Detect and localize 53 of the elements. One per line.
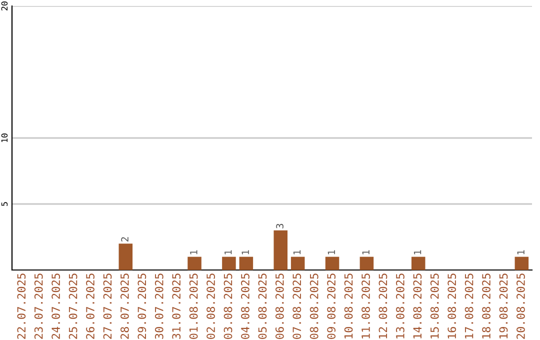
x-tick-label: 06.08.2025 (275, 274, 284, 339)
x-tick-label: 24.07.2025 (52, 274, 60, 339)
x-tick-label: 02.08.2025 (206, 274, 215, 339)
data-label: 1 (293, 250, 301, 254)
data-label: 1 (224, 250, 232, 254)
x-tick-label: 08.08.2025 (310, 274, 318, 339)
x-tick-label: 15.08.2025 (430, 274, 439, 338)
x-tick-label: 20.08.2025 (516, 274, 525, 339)
x-tick-label: 28.07.2025 (120, 274, 129, 339)
data-label: 1 (517, 250, 524, 254)
x-tick-label: 11.08.2025 (362, 274, 370, 338)
bar (514, 256, 529, 270)
bar (360, 256, 374, 270)
bar (118, 244, 133, 270)
x-tick-label: 25.07.2025 (68, 274, 78, 339)
bar (222, 256, 236, 270)
x-tick-label: 05.08.2025 (258, 274, 267, 339)
x-tick-label: 09.08.2025 (327, 274, 336, 339)
x-tick-label: 04.08.2025 (241, 274, 250, 339)
x-tick-label: 30.07.2025 (154, 274, 164, 339)
x-tick-label: 29.07.2025 (138, 274, 146, 339)
x-tick-label: 23.07.2025 (34, 274, 43, 339)
data-label: 1 (328, 250, 335, 254)
bar (274, 230, 288, 270)
x-tick-label: 10.08.2025 (344, 274, 353, 338)
x-tick-label: 13.08.2025 (396, 274, 404, 338)
x-tick-label: 31.07.2025 (172, 274, 181, 339)
bar (325, 256, 340, 270)
bar (188, 256, 202, 270)
x-tick-label: 17.08.2025 (464, 274, 474, 338)
data-label: 1 (190, 250, 198, 254)
bar (290, 256, 305, 270)
x-tick-label: 22.07.2025 (17, 274, 26, 339)
x-tick-label: 16.08.2025 (448, 274, 456, 338)
y-tick-label: 20 (1, 2, 8, 10)
x-tick-label: 12.08.2025 (378, 274, 388, 338)
data-label: 1 (414, 250, 422, 254)
x-tick-label: 03.08.2025 (224, 274, 232, 339)
y-tick-label: 10 (1, 134, 8, 142)
x-tick-label: 01.08.2025 (189, 274, 198, 339)
x-tick-label: 18.08.2025 (482, 274, 490, 338)
x-tick-label: 14.08.2025 (413, 274, 422, 338)
x-tick-label: 07.08.2025 (292, 274, 302, 339)
bar (239, 256, 254, 270)
data-label: 1 (362, 250, 370, 254)
bar (411, 256, 426, 270)
data-label: 1 (242, 250, 249, 254)
x-tick-label: 27.07.2025 (103, 274, 112, 339)
x-tick-label: 19.08.2025 (499, 274, 508, 338)
data-label: 3 (276, 224, 284, 228)
y-tick-label: 5 (1, 202, 8, 206)
x-tick-label: 26.07.2025 (86, 274, 94, 339)
data-label: 2 (121, 237, 128, 242)
